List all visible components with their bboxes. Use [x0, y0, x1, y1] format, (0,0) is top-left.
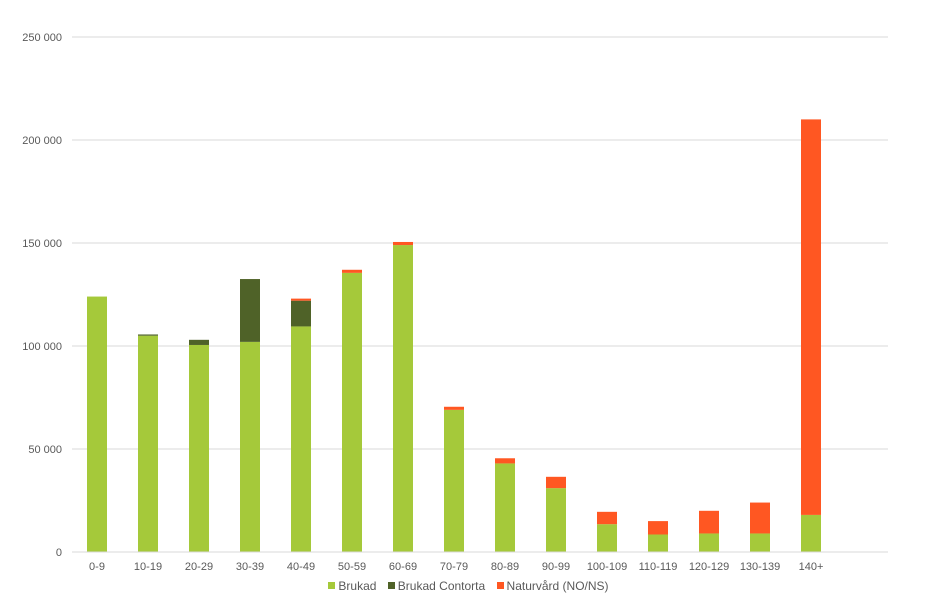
- bar-segment-brukad: [342, 272, 362, 552]
- legend-item-brukad: Brukad: [328, 579, 376, 593]
- bar-segment-brukad-contorta: [189, 339, 209, 345]
- y-tick-label: 50 000: [28, 444, 62, 456]
- bar-segment-brukad-contorta: [240, 279, 260, 342]
- bar-segment-naturvard: [546, 476, 566, 489]
- x-axis-tick-labels: 0-9 10-19 20-29 30-39 40-49 50-59 60-69 70-79 80…: [89, 561, 823, 573]
- legend-swatch-brukad-contorta: [387, 582, 395, 589]
- bar-segment-naturvard: [393, 241, 413, 246]
- x-tick-label: 80-89: [491, 561, 519, 573]
- legend-swatch-naturvard: [496, 582, 504, 589]
- x-tick-label: 10-19: [134, 561, 162, 573]
- legend: Brukad Brukad Contorta Naturvård (NO/NS): [0, 579, 937, 593]
- x-tick-label: 140+: [799, 561, 824, 573]
- bar-segment-naturvard: [597, 511, 617, 525]
- bar-segment-brukad-contorta: [138, 334, 158, 336]
- x-tick-label: 40-49: [287, 561, 315, 573]
- bar-segment-brukad: [138, 335, 158, 552]
- y-tick-label: 150 000: [22, 238, 62, 250]
- bar-segment-brukad: [444, 409, 464, 552]
- bar-segment-brukad: [699, 533, 719, 552]
- legend-label-brukad-contorta: Brukad Contorta: [397, 579, 486, 593]
- x-tick-label: 30-39: [236, 561, 264, 573]
- y-tick-label: 200 000: [22, 135, 62, 147]
- bar-segment-brukad: [240, 341, 260, 552]
- bar-segment-naturvard: [699, 510, 719, 534]
- bar-segment-brukad: [801, 514, 821, 552]
- bar-segment-naturvard: [444, 406, 464, 410]
- legend-swatch-brukad: [328, 582, 336, 589]
- x-tick-label: 60-69: [389, 561, 417, 573]
- bar-segment-naturvard: [750, 502, 770, 534]
- bars: [87, 119, 821, 552]
- bar-segment-brukad-contorta: [291, 300, 311, 327]
- x-tick-label: 20-29: [185, 561, 213, 573]
- bar-segment-naturvard: [648, 521, 668, 535]
- x-tick-label: 120-129: [689, 561, 729, 573]
- bar-segment-brukad: [750, 533, 770, 552]
- x-tick-label: 90-99: [542, 561, 570, 573]
- bar-segment-brukad: [393, 245, 413, 552]
- x-tick-label: 100-109: [587, 561, 627, 573]
- bar-segment-naturvard: [342, 269, 362, 273]
- bar-segment-brukad: [597, 524, 617, 552]
- y-tick-label: 100 000: [22, 341, 62, 353]
- legend-item-naturvard: Naturvård (NO/NS): [496, 579, 609, 593]
- x-tick-label: 0-9: [89, 561, 105, 573]
- y-axis-tick-labels: 0 50 000 100 000 150 000 200 000 250 000: [22, 32, 62, 559]
- x-tick-label: 50-59: [338, 561, 366, 573]
- x-tick-label: 130-139: [740, 561, 780, 573]
- bar-segment-brukad: [189, 344, 209, 552]
- y-tick-label: 0: [56, 547, 62, 559]
- bar-segment-brukad: [648, 534, 668, 552]
- x-tick-label: 70-79: [440, 561, 468, 573]
- y-tick-label: 250 000: [22, 32, 62, 44]
- bar-segment-brukad: [495, 463, 515, 552]
- bar-segment-brukad: [87, 296, 107, 552]
- bar-segment-brukad: [291, 326, 311, 552]
- bar-segment-naturvard: [801, 119, 821, 515]
- legend-label-naturvard: Naturvård (NO/NS): [506, 579, 609, 593]
- bar-segment-naturvard: [291, 298, 311, 301]
- bar-segment-brukad: [546, 488, 566, 552]
- bar-segment-naturvard: [495, 458, 515, 464]
- x-tick-label: 110-119: [639, 561, 678, 573]
- legend-item-brukad-contorta: Brukad Contorta: [387, 579, 486, 593]
- legend-label-brukad: Brukad: [338, 579, 377, 593]
